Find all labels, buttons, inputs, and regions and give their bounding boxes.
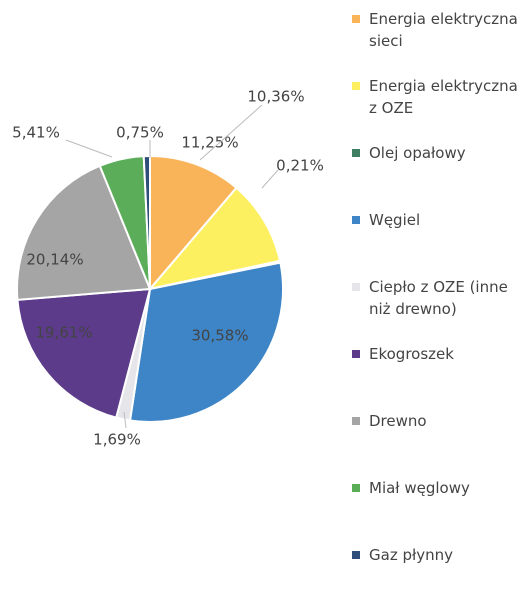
data-label: 0,21%	[276, 157, 324, 175]
legend-item: Ciepło z OZE (inne niż drewno)	[352, 276, 522, 343]
legend-swatch	[352, 15, 360, 23]
legend-swatch	[352, 551, 360, 559]
pie-slice	[147, 186, 282, 291]
legend-swatch	[352, 149, 360, 157]
legend-swatch	[352, 82, 360, 90]
data-label: 11,25%	[181, 134, 238, 152]
data-label: 20,14%	[26, 251, 83, 269]
legend-item: Miał węglowy	[352, 477, 522, 544]
leader-line	[123, 411, 127, 429]
legend-item: Energia elektryczna sieci	[352, 8, 522, 75]
legend-label: Drewno	[369, 412, 427, 430]
legend-label: Gaz płynny	[369, 546, 454, 564]
legend-item: Olej opałowy	[352, 142, 522, 209]
data-label: 30,58%	[191, 327, 248, 345]
legend-label: Ekogroszek	[369, 345, 454, 363]
legend-item: Energia elektryczna z OZE	[352, 75, 522, 142]
legend-item: Ekogroszek	[352, 343, 522, 410]
legend-label: Węgiel	[369, 211, 421, 229]
legend-item: Drewno	[352, 410, 522, 477]
legend-swatch	[352, 216, 360, 224]
legend-swatch	[352, 283, 360, 291]
legend-swatch	[352, 350, 360, 358]
legend-swatch	[352, 484, 360, 492]
legend-item: Węgiel	[352, 209, 522, 276]
pie-chart: 11,25% 10,36% 0,21% 30,58% 1,69% 19,61% 20,14%…	[12, 88, 324, 449]
data-label: 19,61%	[35, 324, 92, 342]
legend: Energia elektryczna sieci Energia elektry…	[352, 8, 522, 611]
pie-slice	[149, 154, 238, 292]
page: {"chart_data": {"type": "pie", "categori…	[12, 10, 518, 564]
leader-line	[65, 139, 113, 158]
legend-swatch	[352, 417, 360, 425]
legend-label: Ciepło z OZE (inne niż drewno)	[369, 278, 508, 318]
pie-slice	[16, 164, 152, 301]
legend-item: Gaz płynny	[352, 544, 522, 611]
data-label: 5,41%	[12, 124, 60, 142]
legend-label: Energia elektryczna z OZE	[369, 77, 518, 117]
legend-label: Miał węglowy	[369, 479, 470, 497]
leader-line	[199, 104, 263, 161]
pie-slice	[128, 261, 284, 423]
data-label: 10,36%	[247, 88, 304, 106]
pie-slice	[16, 287, 152, 419]
legend-label: Olej opałowy	[369, 144, 466, 162]
legend-label: Energia elektryczna sieci	[369, 10, 518, 50]
data-label: 1,69%	[93, 431, 141, 449]
data-label: 0,75%	[116, 124, 164, 142]
leader-line	[261, 169, 279, 189]
